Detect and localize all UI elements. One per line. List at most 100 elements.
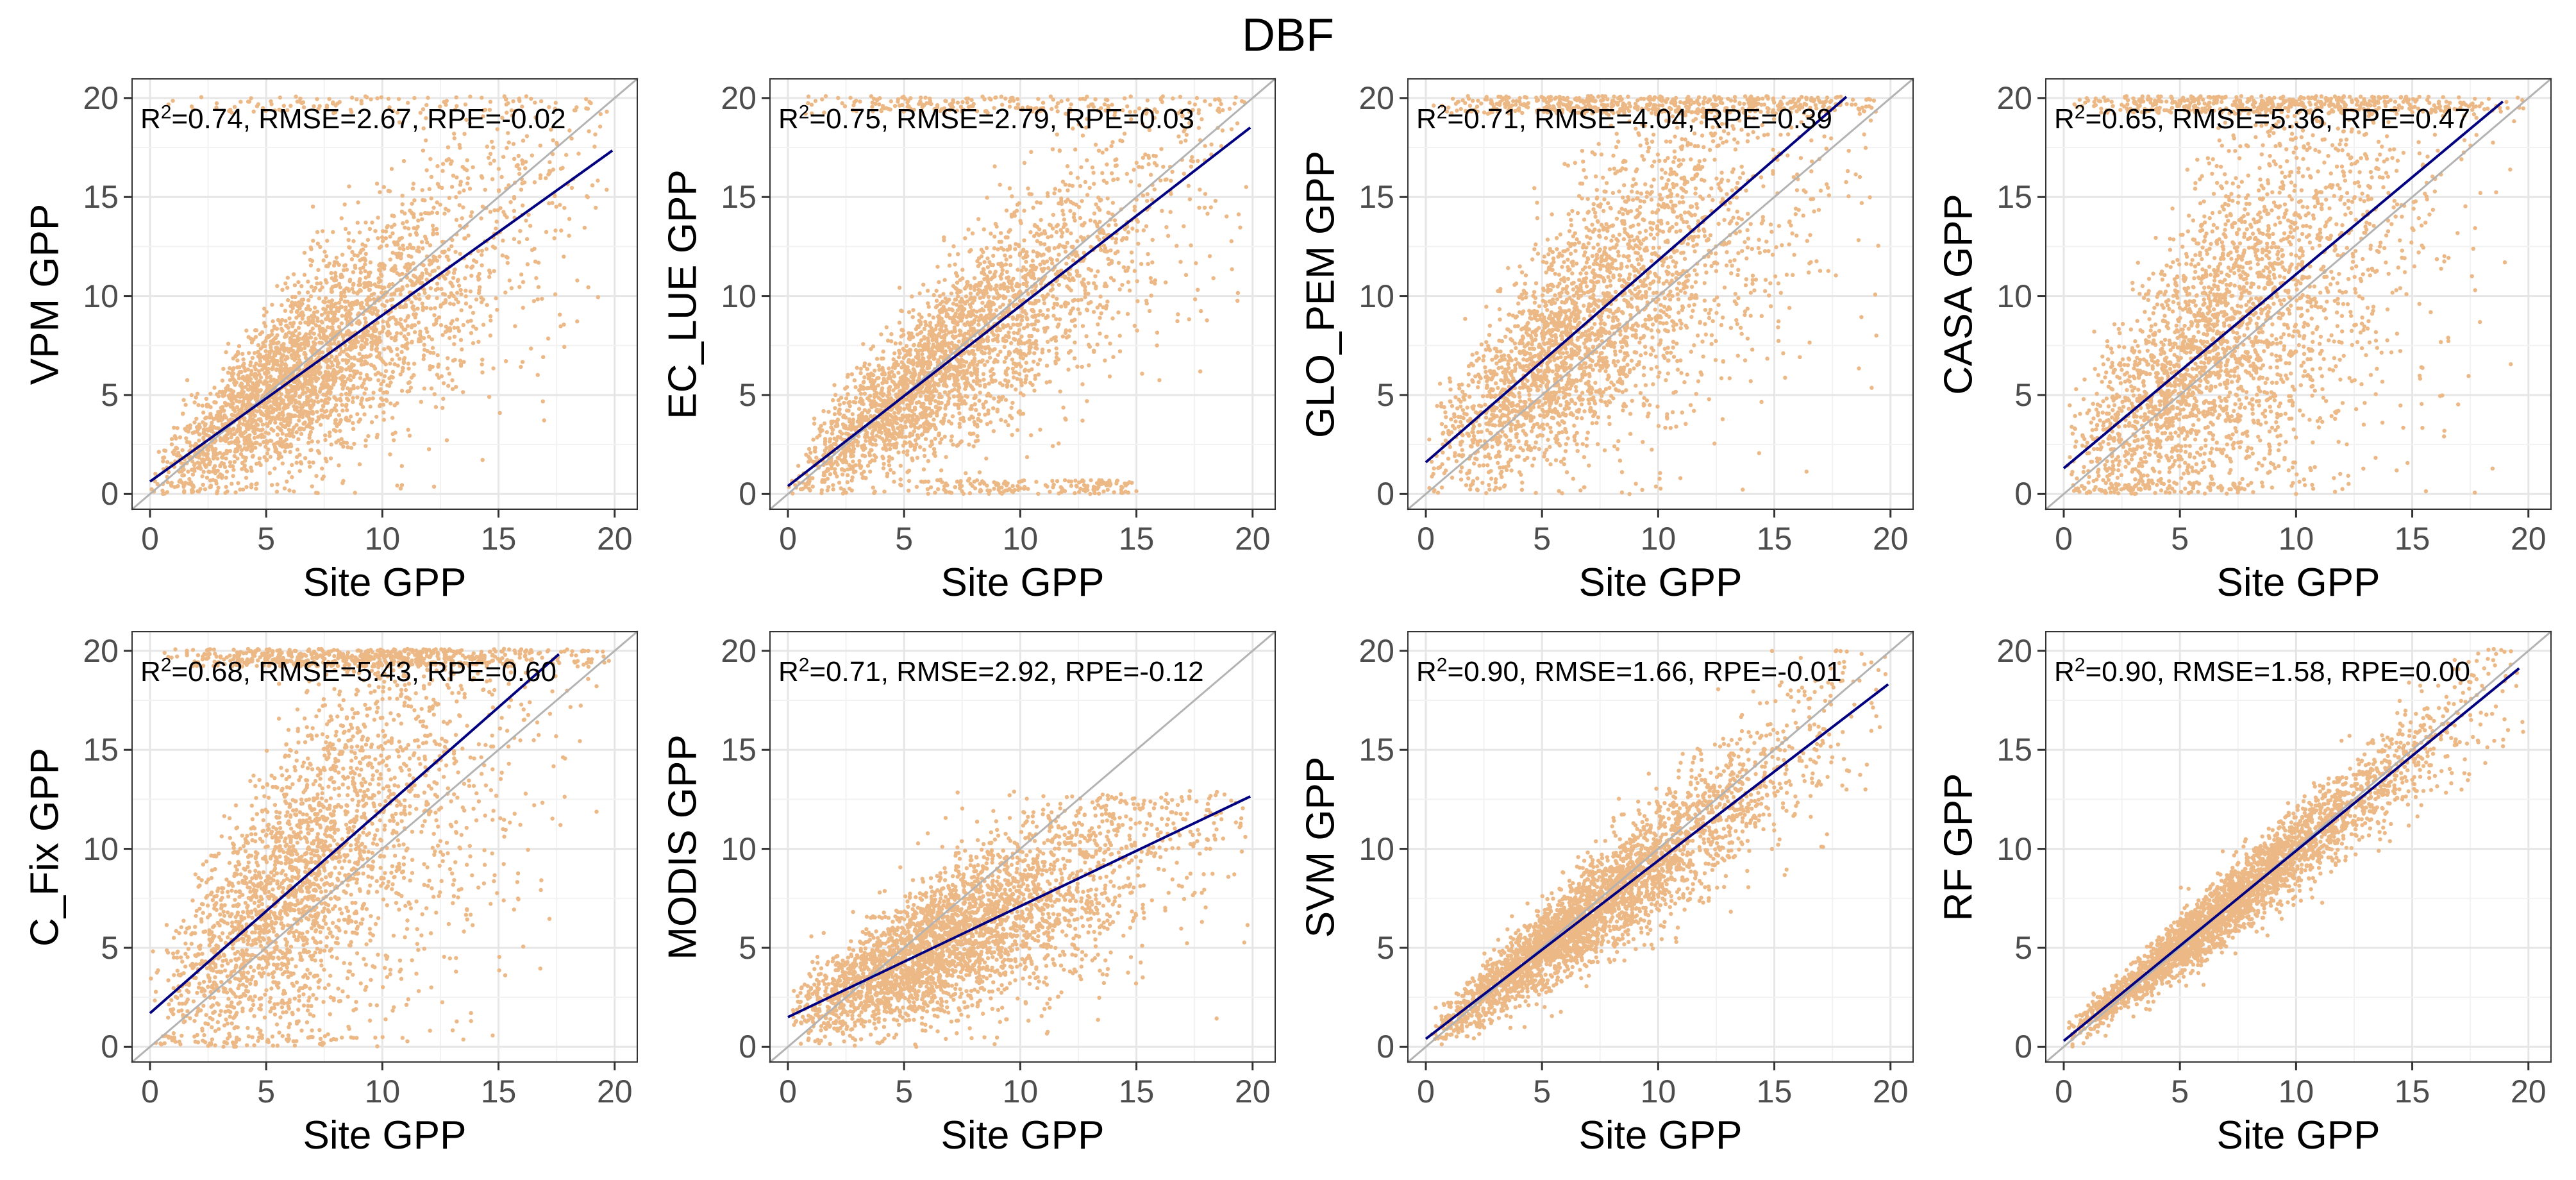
data-point	[435, 282, 440, 286]
data-point	[283, 357, 288, 362]
data-point	[314, 276, 319, 280]
data-point	[491, 145, 496, 150]
data-point	[296, 300, 301, 305]
data-point	[444, 103, 448, 107]
data-point	[331, 230, 335, 235]
data-point	[369, 292, 374, 298]
data-point	[358, 371, 363, 376]
data-point	[454, 95, 458, 99]
data-point	[183, 403, 188, 407]
data-point	[334, 255, 339, 260]
data-point	[328, 456, 333, 460]
data-point	[200, 474, 205, 478]
data-point	[406, 361, 411, 366]
data-point	[237, 376, 242, 380]
data-point	[567, 217, 572, 221]
data-point	[353, 491, 357, 495]
data-point	[258, 442, 262, 447]
data-point	[451, 302, 456, 307]
data-point	[280, 303, 284, 308]
data-point	[238, 487, 242, 492]
panel-border	[131, 78, 638, 510]
data-point	[212, 385, 217, 390]
data-point	[291, 434, 296, 439]
data-point	[368, 260, 373, 265]
data-point	[524, 134, 530, 139]
rmse-value: RMSE=2.67,	[258, 103, 427, 135]
data-point	[348, 373, 353, 378]
data-point	[324, 254, 329, 258]
data-point	[269, 439, 274, 443]
data-point	[464, 117, 469, 122]
data-point	[428, 350, 433, 355]
data-point	[418, 329, 422, 334]
data-point	[212, 400, 217, 405]
data-point	[586, 285, 590, 290]
data-point	[376, 236, 380, 240]
data-point	[458, 337, 464, 342]
data-point	[459, 292, 464, 296]
data-point	[480, 458, 485, 462]
data-point	[366, 434, 371, 439]
data-point	[348, 414, 353, 419]
data-point	[315, 309, 320, 314]
data-point	[370, 333, 374, 337]
data-point	[596, 178, 600, 183]
data-point	[519, 272, 524, 277]
data-point	[406, 226, 411, 231]
data-point	[362, 391, 367, 396]
data-point	[369, 347, 374, 351]
data-point	[498, 410, 502, 416]
data-point	[394, 334, 398, 339]
data-point	[315, 439, 321, 444]
data-point	[479, 216, 483, 221]
data-point	[406, 427, 410, 432]
data-point	[397, 357, 402, 361]
data-point	[324, 335, 329, 339]
data-point	[226, 341, 231, 346]
data-point	[533, 100, 537, 105]
data-point	[239, 448, 244, 453]
data-point	[226, 384, 230, 389]
data-point	[430, 223, 435, 228]
data-point	[420, 188, 424, 192]
data-point	[346, 238, 351, 242]
data-point	[232, 453, 237, 459]
data-point	[294, 460, 299, 465]
data-point	[487, 108, 492, 112]
data-point	[505, 146, 509, 150]
data-point	[201, 482, 205, 487]
data-point	[481, 297, 485, 302]
data-point	[274, 341, 280, 346]
data-point	[292, 283, 297, 287]
data-point	[258, 417, 263, 421]
data-point	[481, 114, 485, 119]
data-point	[477, 271, 481, 276]
data-point	[252, 435, 257, 440]
data-point	[426, 334, 431, 339]
data-point	[467, 121, 472, 126]
data-point	[224, 475, 228, 480]
data-point	[505, 260, 510, 266]
data-point	[392, 438, 396, 442]
data-point	[492, 158, 496, 163]
data-point	[250, 355, 255, 360]
data-point	[538, 143, 542, 148]
data-point	[363, 316, 367, 321]
data-point	[221, 409, 226, 413]
x-tick-label: 0	[141, 523, 159, 555]
data-point	[289, 303, 293, 308]
data-point	[257, 456, 262, 460]
y-axis-label: VPM GPP	[22, 203, 68, 385]
data-point	[436, 364, 440, 369]
data-point	[379, 244, 383, 249]
data-point	[363, 269, 367, 273]
data-point	[452, 342, 456, 346]
data-point	[435, 210, 440, 215]
data-point	[439, 374, 444, 378]
data-point	[315, 230, 320, 235]
data-point	[397, 246, 402, 251]
data-point	[457, 190, 462, 195]
data-point	[249, 372, 253, 377]
